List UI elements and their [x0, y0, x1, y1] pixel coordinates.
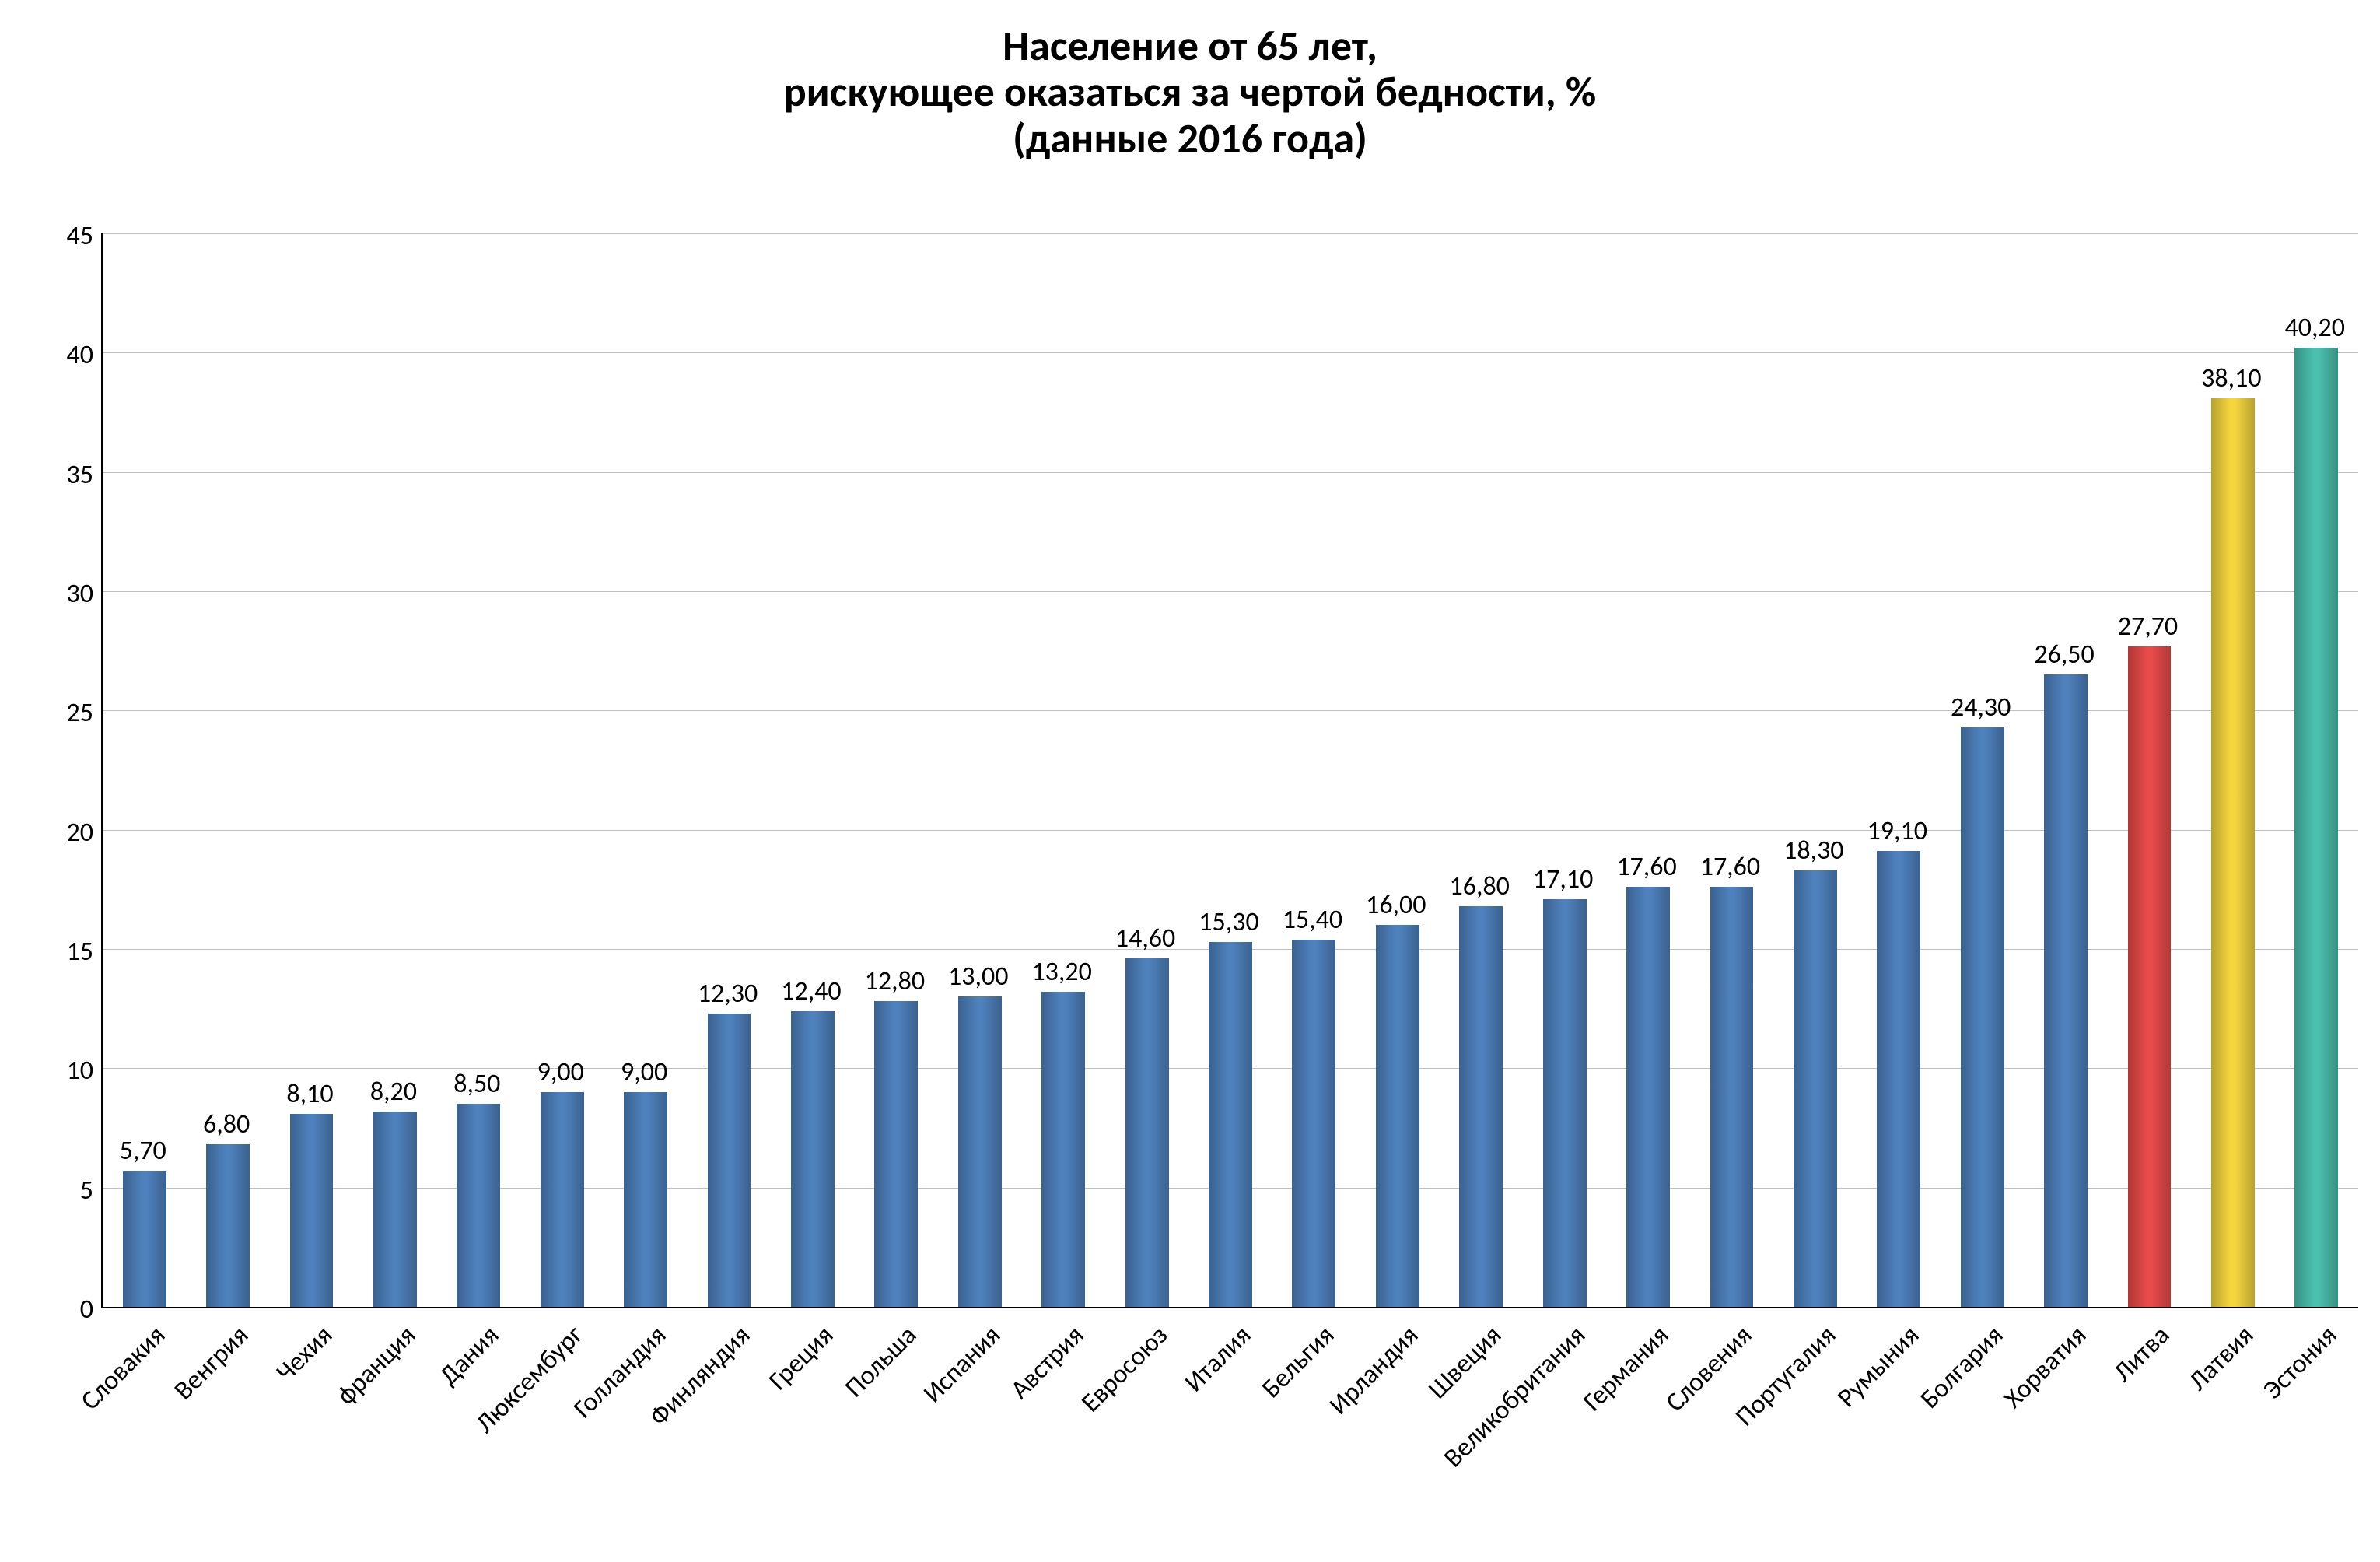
bar-value-label: 27,70 — [2098, 611, 2197, 643]
y-axis-tick-label: 45 — [39, 220, 93, 252]
bar — [2044, 674, 2088, 1307]
bar — [874, 1001, 918, 1307]
bar — [123, 1171, 166, 1307]
bar — [1125, 958, 1169, 1307]
gridline — [103, 591, 2358, 592]
bar — [206, 1144, 250, 1307]
bar — [457, 1104, 500, 1307]
y-axis-tick-label: 20 — [39, 817, 93, 849]
gridline — [103, 233, 2358, 234]
poverty-risk-bar-chart: Население от 65 лет,рискующее оказаться … — [0, 0, 2380, 1553]
bar-value-label: 6,80 — [177, 1108, 275, 1140]
bar — [2294, 348, 2338, 1307]
bar — [958, 996, 1002, 1307]
y-axis-tick-label: 25 — [39, 697, 93, 729]
bar — [1209, 942, 1252, 1307]
bar-value-label: 38,10 — [2182, 362, 2280, 394]
bar-value-label: 24,30 — [1931, 692, 2030, 723]
bar — [1626, 887, 1670, 1307]
y-axis-tick-label: 0 — [39, 1294, 93, 1326]
bar — [1459, 906, 1503, 1307]
gridline — [103, 830, 2358, 831]
bar — [1961, 727, 2004, 1307]
bar — [2211, 398, 2255, 1307]
y-axis-tick-label: 40 — [39, 339, 93, 371]
bar — [541, 1092, 584, 1307]
chart-title-line: Население от 65 лет, — [0, 23, 2380, 69]
y-axis-tick-label: 5 — [39, 1175, 93, 1207]
bar — [290, 1114, 334, 1307]
bar — [1292, 940, 1335, 1307]
plot-area — [101, 233, 2358, 1308]
bar — [1794, 870, 1837, 1307]
bar — [1877, 851, 1920, 1307]
bar — [1041, 992, 1085, 1307]
bar-value-label: 9,00 — [594, 1056, 693, 1088]
chart-title: Население от 65 лет,рискующее оказаться … — [0, 23, 2380, 162]
chart-title-line: (данные 2016 года) — [0, 116, 2380, 162]
bar-value-label: 19,10 — [1848, 815, 1947, 847]
bar-value-label: 40,20 — [2266, 312, 2364, 344]
y-axis-tick-label: 35 — [39, 459, 93, 491]
bar — [2128, 646, 2172, 1307]
bar — [791, 1011, 835, 1307]
chart-title-line: рискующее оказаться за чертой бедности, … — [0, 69, 2380, 115]
bar — [1543, 899, 1587, 1307]
bar — [1376, 925, 1419, 1307]
bar — [1710, 887, 1754, 1307]
y-axis-tick-label: 15 — [39, 936, 93, 968]
gridline — [103, 352, 2358, 353]
bar — [708, 1014, 751, 1307]
bar — [373, 1112, 417, 1307]
bar-value-label: 26,50 — [2014, 639, 2113, 671]
bar — [624, 1092, 667, 1307]
y-axis-tick-label: 10 — [39, 1055, 93, 1087]
y-axis-tick-label: 30 — [39, 578, 93, 610]
gridline — [103, 472, 2358, 473]
bar-value-label: 13,20 — [1012, 956, 1111, 988]
